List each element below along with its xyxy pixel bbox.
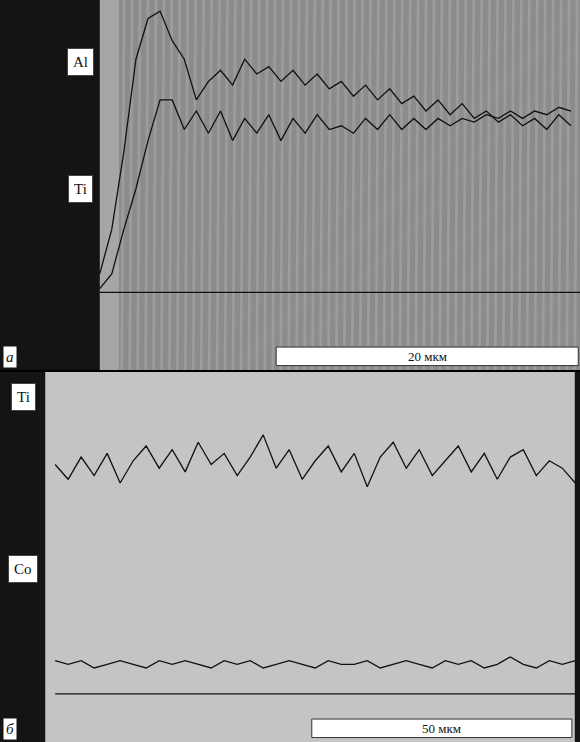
svg-text:50 мкм: 50 мкм bbox=[422, 721, 461, 736]
svg-text:б: б bbox=[6, 721, 14, 737]
svg-text:Al: Al bbox=[73, 54, 88, 70]
svg-text:20 мкм: 20 мкм bbox=[408, 349, 447, 364]
svg-text:а: а bbox=[6, 349, 14, 365]
svg-text:Co: Co bbox=[14, 561, 32, 577]
svg-text:Ti: Ti bbox=[17, 389, 30, 405]
svg-text:Ti: Ti bbox=[74, 181, 87, 197]
